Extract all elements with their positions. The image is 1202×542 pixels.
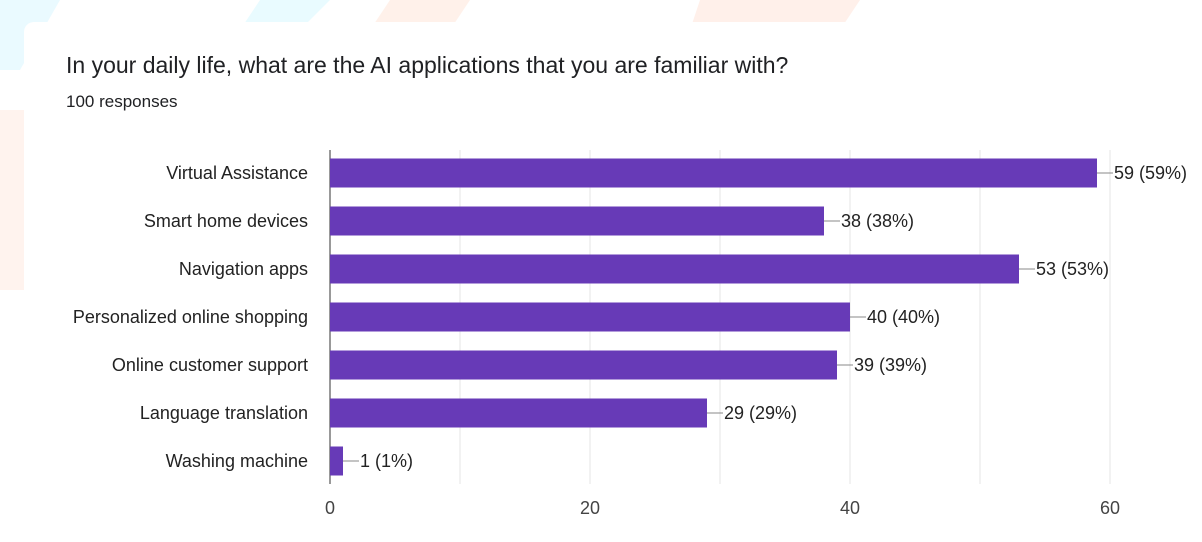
category-label: Virtual Assistance: [166, 163, 308, 183]
x-tick-label: 20: [580, 498, 600, 516]
data-label: 40 (40%): [867, 307, 940, 327]
data-label: 1 (1%): [360, 451, 413, 471]
data-label: 39 (39%): [854, 355, 927, 375]
bar: [330, 350, 837, 380]
chart-title: In your daily life, what are the AI appl…: [66, 52, 789, 78]
category-label: Washing machine: [166, 451, 308, 471]
response-count: 100 responses: [66, 92, 178, 111]
bar: [330, 254, 1019, 284]
data-label: 29 (29%): [724, 403, 797, 423]
bar: [330, 398, 707, 428]
category-label: Online customer support: [112, 355, 308, 375]
bar: [330, 302, 850, 332]
bar-chart: 0 20 40 60 Virtual Assistance 59 (59%) Smart h…: [73, 150, 1187, 516]
x-tick-label: 60: [1100, 498, 1120, 516]
category-label: Language translation: [140, 403, 308, 423]
category-label: Personalized online shopping: [73, 307, 308, 327]
data-label: 38 (38%): [841, 211, 914, 231]
data-label: 59 (59%): [1114, 163, 1187, 183]
category-label: Smart home devices: [144, 211, 308, 231]
data-label: 53 (53%): [1036, 259, 1109, 279]
bar: [330, 206, 824, 236]
category-label: Navigation apps: [179, 259, 308, 279]
bar: [330, 158, 1097, 188]
bar: [330, 446, 343, 476]
x-tick-label: 0: [325, 498, 335, 516]
x-tick-label: 40: [840, 498, 860, 516]
